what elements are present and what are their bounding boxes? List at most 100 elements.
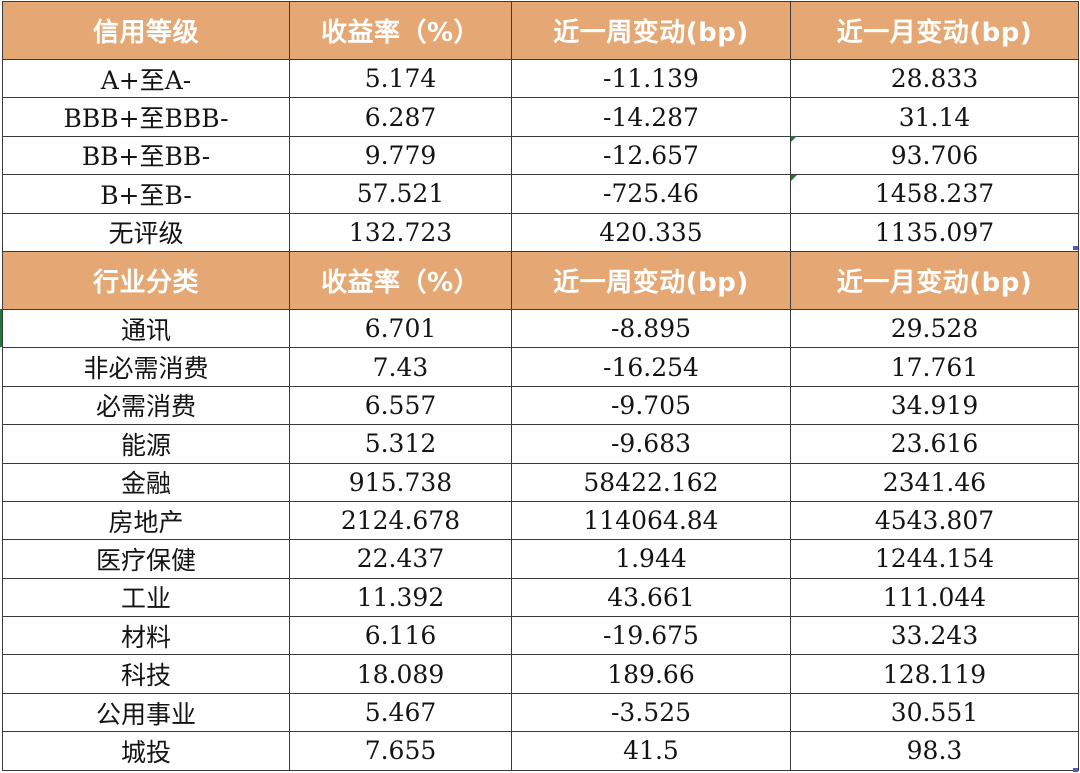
value-cell[interactable]: 4543.807	[790, 500, 1079, 541]
value-cell[interactable]: -9.683	[511, 424, 791, 464]
row-label-cell[interactable]: 公用事业	[2, 692, 290, 733]
fill-handle-icon[interactable]	[1073, 768, 1078, 772]
table-row: 非必需消费 7.43 -16.254 17.761	[2, 347, 1079, 387]
comment-indicator-icon[interactable]	[791, 136, 797, 142]
row-label-cell[interactable]: 非必需消费	[2, 347, 290, 387]
value-cell[interactable]: 9.779	[289, 135, 512, 176]
value-cell[interactable]: 11.392	[289, 577, 512, 618]
value-cell[interactable]: 5.174	[289, 58, 512, 99]
value-cell[interactable]: -9.705	[511, 385, 791, 426]
row-label-cell[interactable]: 工业	[2, 577, 290, 618]
value-cell[interactable]: 114064.84	[511, 500, 791, 541]
row-label-cell[interactable]: B+至B-	[2, 174, 290, 214]
value-cell[interactable]: 33.243	[790, 616, 1079, 656]
fill-handle-icon[interactable]	[1073, 246, 1078, 250]
value-cell[interactable]: 7.655	[289, 731, 512, 771]
row-label-cell[interactable]: 医疗保健	[2, 539, 290, 579]
table-row: 公用事业 5.467 -3.525 30.551	[2, 692, 1079, 733]
row-label-cell[interactable]: BB+至BB-	[2, 135, 290, 176]
row-label-cell[interactable]: 城投	[2, 731, 290, 771]
table-row: 必需消费 6.557 -9.705 34.919	[2, 385, 1079, 426]
value-cell[interactable]: -725.46	[511, 174, 791, 214]
table-row: 城投 7.655 41.5 98.3	[2, 731, 1079, 771]
value-cell[interactable]: 41.5	[511, 731, 791, 771]
column-header[interactable]: 收益率（%）	[289, 1, 512, 60]
value-cell[interactable]: 57.521	[289, 174, 512, 214]
table-row: 医疗保健 22.437 1.944 1244.154	[2, 539, 1079, 579]
table-row: 房地产 2124.678 114064.84 4543.807	[2, 500, 1079, 541]
table-row: 科技 18.089 189.66 128.119	[2, 654, 1079, 694]
value-cell[interactable]: 6.557	[289, 385, 512, 426]
table-row: 通讯 6.701 -8.895 29.528	[2, 308, 1079, 349]
value-cell[interactable]: 915.738	[289, 462, 512, 502]
value-cell[interactable]: 22.437	[289, 539, 512, 579]
table-row: BB+至BB- 9.779 -12.657 93.706	[2, 135, 1079, 176]
value-cell[interactable]: 93.706	[790, 135, 1079, 176]
value-cell[interactable]: 6.287	[289, 97, 512, 137]
table-row: B+至B- 57.521 -725.46 1458.237	[2, 174, 1079, 214]
table-row: 无评级 132.723 420.335 1135.097	[2, 212, 1079, 252]
value-cell[interactable]: 6.116	[289, 616, 512, 656]
value-cell[interactable]: -8.895	[511, 308, 791, 349]
row-label-cell[interactable]: 通讯	[2, 308, 290, 349]
value-cell[interactable]: 2124.678	[289, 500, 512, 541]
column-header[interactable]: 近一周变动(bp)	[511, 1, 791, 60]
value-cell[interactable]: 28.833	[790, 58, 1079, 99]
row-label-cell[interactable]: 能源	[2, 424, 290, 464]
column-header[interactable]: 近一月变动(bp)	[790, 250, 1079, 310]
row-label-cell[interactable]: 金融	[2, 462, 290, 502]
value-cell[interactable]: -3.525	[511, 692, 791, 733]
value-cell[interactable]: 128.119	[790, 654, 1079, 694]
value-cell[interactable]: 30.551	[790, 692, 1079, 733]
value-cell[interactable]: 18.089	[289, 654, 512, 694]
value-cell[interactable]: 58422.162	[511, 462, 791, 502]
value-cell[interactable]: 132.723	[289, 212, 512, 252]
row-label-cell[interactable]: A+至A-	[2, 58, 290, 99]
column-header[interactable]: 信用等级	[2, 1, 290, 60]
value-cell[interactable]: 98.3	[790, 731, 1079, 771]
column-header[interactable]: 行业分类	[2, 250, 290, 310]
value-cell[interactable]: 6.701	[289, 308, 512, 349]
row-label-cell[interactable]: 房地产	[2, 500, 290, 541]
value-cell[interactable]: 23.616	[790, 424, 1079, 464]
value-cell[interactable]: 1458.237	[790, 174, 1079, 214]
value-cell[interactable]: 5.467	[289, 692, 512, 733]
column-header[interactable]: 收益率（%）	[289, 250, 512, 310]
column-header[interactable]: 近一周变动(bp)	[511, 250, 791, 310]
value-cell[interactable]: 111.044	[790, 577, 1079, 618]
value-cell[interactable]: 2341.46	[790, 462, 1079, 502]
row-label-cell[interactable]: 无评级	[2, 212, 290, 252]
row-label-cell[interactable]: 材料	[2, 616, 290, 656]
value-cell[interactable]: 1135.097	[790, 212, 1079, 252]
value-cell[interactable]: 34.919	[790, 385, 1079, 426]
value-cell[interactable]: 189.66	[511, 654, 791, 694]
table-row: 金融 915.738 58422.162 2341.46	[2, 462, 1079, 502]
value-cell[interactable]: -11.139	[511, 58, 791, 99]
value-cell[interactable]: 43.661	[511, 577, 791, 618]
header-row: 行业分类 收益率（%） 近一周变动(bp) 近一月变动(bp)	[2, 250, 1079, 310]
value-cell[interactable]: -19.675	[511, 616, 791, 656]
value-cell[interactable]: 17.761	[790, 347, 1079, 387]
value-cell[interactable]: -12.657	[511, 135, 791, 176]
row-label-cell[interactable]: 科技	[2, 654, 290, 694]
value-cell[interactable]: 7.43	[289, 347, 512, 387]
value-cell[interactable]: 1.944	[511, 539, 791, 579]
value-cell[interactable]: -16.254	[511, 347, 791, 387]
value-cell[interactable]: 31.14	[790, 97, 1079, 137]
row-label-cell[interactable]: BBB+至BBB-	[2, 97, 290, 137]
row-label-cell[interactable]: 必需消费	[2, 385, 290, 426]
value-cell[interactable]: 29.528	[790, 308, 1079, 349]
table-row: 材料 6.116 -19.675 33.243	[2, 616, 1079, 656]
value-cell[interactable]: -14.287	[511, 97, 791, 137]
table-row: BBB+至BBB- 6.287 -14.287 31.14	[2, 97, 1079, 137]
cell-selection-marker	[0, 309, 2, 347]
header-row: 信用等级 收益率（%） 近一周变动(bp) 近一月变动(bp)	[2, 1, 1079, 60]
value-cell[interactable]: 5.312	[289, 424, 512, 464]
column-header[interactable]: 近一月变动(bp)	[790, 1, 1079, 60]
comment-indicator-icon[interactable]	[791, 175, 797, 181]
value-cell[interactable]: 1244.154	[790, 539, 1079, 579]
value-cell[interactable]: 420.335	[511, 212, 791, 252]
